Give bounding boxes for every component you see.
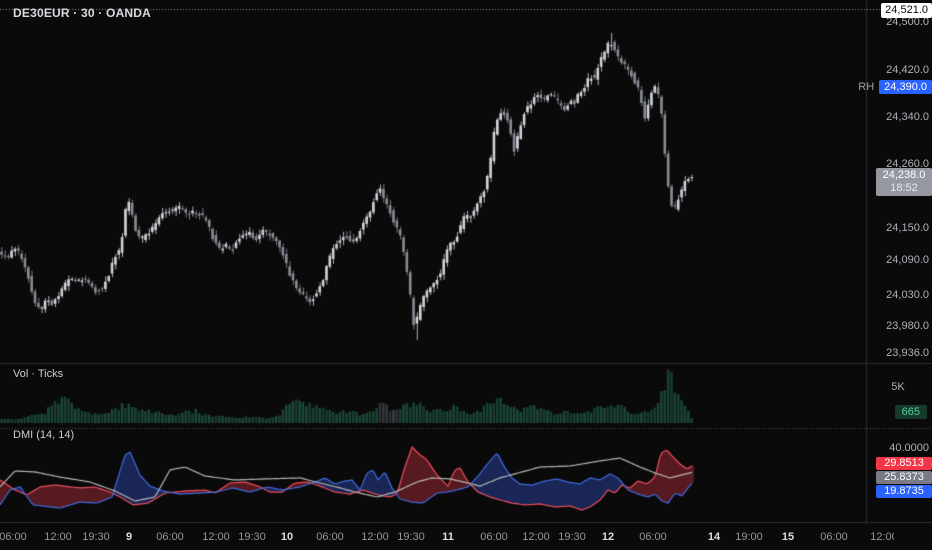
time-tick-day-label: 10 — [280, 531, 294, 543]
time-tick-label: 06:00 — [316, 531, 344, 543]
session-high-badge: 24,521.0 — [881, 3, 932, 18]
time-tick-label: 12:00 — [870, 531, 894, 543]
last-price-badge: 24,238.0 18:52 — [876, 168, 932, 196]
time-tick-label: 19:30 — [397, 531, 425, 543]
time-tick-label: 06:00 — [0, 531, 27, 543]
rh-level: RH 24,390.0 — [858, 80, 932, 94]
price-tick-label: 24,340.0 — [886, 111, 929, 123]
price-tick-label: 24,030.0 — [886, 289, 929, 301]
price-tick-label: 24,090.0 — [886, 254, 929, 266]
rh-label: RH — [858, 81, 875, 93]
price-tick-label: 23,980.0 — [886, 320, 929, 332]
time-tick-day-label: 11 — [442, 531, 454, 543]
last-price-value: 24,238.0 — [882, 169, 926, 181]
price-axis[interactable]: 24,521.0 RH 24,390.0 24,238.0 18:52 24,5… — [858, 0, 932, 522]
volume-value-badge: 665 — [894, 405, 927, 419]
price-tick-label: 24,500.0 — [886, 16, 929, 28]
adx-badge: 25.8373 — [876, 471, 932, 484]
plus-di-badge: 29.8513 — [876, 457, 932, 470]
time-axis[interactable]: 06:00 12:00 19:30 9 06:00 12:00 19:30 10 06:00 12… — [0, 524, 894, 550]
price-tick-label: 24,260.0 — [886, 158, 929, 170]
time-tick-label: 06:00 — [820, 531, 848, 543]
minus-di-badge: 19.8735 — [876, 485, 932, 498]
time-tick-label: 06:00 — [480, 531, 508, 543]
time-tick-label: 12:00 — [361, 531, 389, 543]
time-tick-label: 12:00 — [522, 531, 550, 543]
time-tick-label: 06:00 — [156, 531, 184, 543]
price-tick-label: 24,150.0 — [886, 222, 929, 234]
volume-axis-tick: 5K — [891, 381, 905, 393]
bar-countdown: 18:52 — [890, 182, 918, 194]
dmi-axis-tick: 40.0000 — [889, 442, 929, 454]
time-tick-label: 12:00 — [202, 531, 230, 543]
time-tick-label: 19:30 — [238, 531, 266, 543]
price-tick-label: 24,420.0 — [886, 64, 929, 76]
price-tick-label: 23,936.0 — [886, 347, 929, 359]
rh-price-badge: 24,390.0 — [879, 80, 932, 94]
time-tick-day-label: 15 — [781, 531, 795, 543]
volume-pane-title[interactable]: Vol · Ticks — [13, 368, 64, 380]
time-tick-label: 19:30 — [82, 531, 110, 543]
time-tick-label: 19:00 — [735, 531, 763, 543]
symbol-legend[interactable]: DE30EUR · 30 · OANDA — [13, 6, 152, 20]
dmi-pane-title[interactable]: DMI (14, 14) — [13, 429, 75, 441]
time-tick-label: 19:30 — [558, 531, 586, 543]
time-tick-label: 06:00 — [639, 531, 667, 543]
time-tick-day-label: 12 — [601, 531, 615, 543]
time-tick-day-label: 14 — [707, 531, 721, 543]
time-tick-day-label: 9 — [125, 531, 133, 543]
time-tick-label: 12:00 — [44, 531, 72, 543]
